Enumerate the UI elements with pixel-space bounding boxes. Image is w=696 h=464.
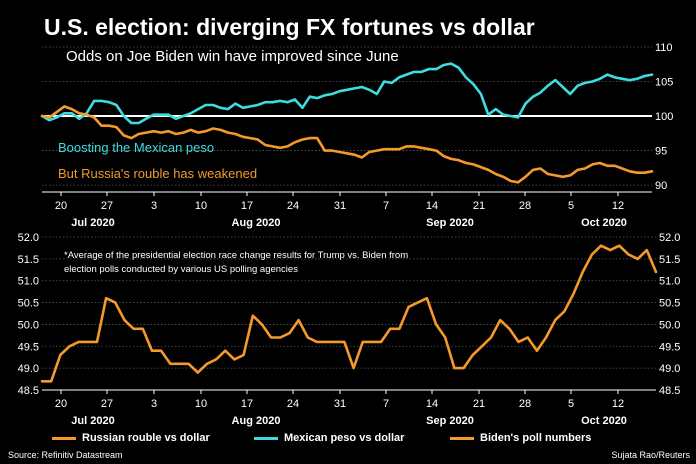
p1-y-tick-right: 90 bbox=[655, 180, 667, 192]
poll-footnote: *Average of the presidential election ra… bbox=[64, 250, 409, 275]
p2-y-tick-left: 51.0 bbox=[18, 276, 39, 288]
p1-x-tick-label: 3 bbox=[151, 200, 157, 212]
p2-y-tick-right: 51.0 bbox=[659, 276, 680, 288]
p2-x-tick-label: 3 bbox=[151, 398, 157, 410]
p2-x-month-label: Sep 2020 bbox=[426, 415, 474, 427]
p2-y-tick-right: 49.5 bbox=[659, 341, 680, 353]
legend-label-poll: Biden's poll numbers bbox=[480, 432, 592, 444]
p2-x-month-label: Jul 2020 bbox=[71, 415, 114, 427]
p2-y-tick-left: 50.5 bbox=[18, 298, 39, 310]
p2-y-tick-left: 52.0 bbox=[18, 232, 39, 244]
p2-y-tick-left: 49.0 bbox=[18, 363, 39, 375]
p1-y-tick-right: 95 bbox=[655, 146, 667, 158]
p2-y-tick-left: 51.5 bbox=[18, 254, 39, 266]
p1-x-tick-label: 31 bbox=[334, 200, 346, 212]
p2-x-tick-label: 14 bbox=[426, 398, 438, 410]
p2-y-tick-right: 49.0 bbox=[659, 363, 680, 375]
bottom-panel-axes: 48.5 48.5 49.0 49.0 49.5 49.5 50.0 50.0 50.5 50.5… bbox=[18, 232, 681, 427]
p1-x-month-label: Aug 2020 bbox=[232, 217, 281, 229]
p1-x-tick-label: 10 bbox=[195, 200, 207, 212]
top-panel-subtitle: Odds on Joe Biden win have improved sinc… bbox=[66, 48, 399, 65]
p2-x-tick-label: 17 bbox=[241, 398, 253, 410]
p1-x-tick-label: 12 bbox=[612, 200, 624, 212]
top-panel-series bbox=[40, 62, 654, 184]
p2-y-tick-right: 50.0 bbox=[659, 319, 680, 331]
peso-annotation: Boosting the Mexican peso bbox=[58, 140, 215, 155]
p1-x-tick-label: 21 bbox=[473, 200, 485, 212]
p1-y-tick-right: 110 bbox=[655, 42, 673, 54]
p2-x-month-label: Oct 2020 bbox=[581, 415, 627, 427]
p1-x-month-label: Jul 2020 bbox=[71, 217, 114, 229]
p2-x-tick-label: 7 bbox=[383, 398, 389, 410]
legend-label-peso: Mexican peso vs dollar bbox=[284, 432, 405, 444]
p2-x-tick-label: 5 bbox=[568, 398, 574, 410]
p2-x-month-label: Aug 2020 bbox=[232, 415, 281, 427]
legend-label-rouble: Russian rouble vs dollar bbox=[82, 432, 210, 444]
top-panel-gridlines bbox=[42, 46, 652, 186]
p1-x-tick-label: 5 bbox=[568, 200, 574, 212]
legend-swatch-rouble bbox=[52, 436, 76, 440]
p2-y-tick-right: 52.0 bbox=[659, 232, 680, 244]
p2-y-tick-left: 50.0 bbox=[18, 319, 39, 331]
p1-y-tick-right: 105 bbox=[655, 77, 673, 89]
chart-title: U.S. election: diverging FX fortunes vs … bbox=[44, 14, 535, 40]
p2-series-line-1 bbox=[40, 244, 658, 383]
p2-x-tick-label: 10 bbox=[195, 398, 207, 410]
bottom-panel-series bbox=[40, 244, 658, 383]
p1-x-tick-label: 28 bbox=[519, 200, 531, 212]
p1-x-tick-label: 24 bbox=[287, 200, 299, 212]
p2-x-tick-label: 31 bbox=[334, 398, 346, 410]
p1-x-tick-label: 17 bbox=[241, 200, 253, 212]
p1-x-month-label: Sep 2020 bbox=[426, 217, 474, 229]
legend-swatch-poll bbox=[450, 436, 474, 440]
p2-y-tick-right: 51.5 bbox=[659, 254, 680, 266]
legend-swatch-peso bbox=[254, 436, 278, 440]
p1-x-tick-label: 7 bbox=[383, 200, 389, 212]
credit-note: Sujata Rao/Reuters bbox=[611, 450, 690, 460]
p1-x-tick-label: 20 bbox=[55, 200, 67, 212]
p2-y-tick-left: 48.5 bbox=[18, 385, 39, 397]
p1-series-line-2 bbox=[40, 105, 654, 184]
p1-y-tick-right: 100 bbox=[655, 111, 673, 123]
rouble-annotation: But Russia's rouble has weakened bbox=[58, 166, 258, 181]
p2-x-tick-label: 12 bbox=[612, 398, 624, 410]
top-panel-axes: 90 95 100 105 110 20 27 3 10 17 24 31 7 14 21 28 5 12 Jul … bbox=[42, 42, 673, 229]
source-note: Source: Refinitiv Datastream bbox=[8, 450, 123, 460]
p2-y-tick-right: 50.5 bbox=[659, 298, 680, 310]
p2-x-tick-label: 28 bbox=[519, 398, 531, 410]
p1-x-tick-label: 14 bbox=[426, 200, 438, 212]
p2-x-tick-label: 27 bbox=[101, 398, 113, 410]
p1-x-month-label: Oct 2020 bbox=[581, 217, 627, 229]
p2-x-tick-label: 24 bbox=[287, 398, 299, 410]
legend-item-peso: Mexican peso vs dollar bbox=[254, 432, 404, 444]
p1-series-line-1 bbox=[40, 62, 654, 125]
p2-x-tick-label: 21 bbox=[473, 398, 485, 410]
legend-item-poll: Biden's poll numbers bbox=[450, 432, 591, 444]
p2-x-tick-label: 20 bbox=[55, 398, 67, 410]
legend-item-rouble: Russian rouble vs dollar bbox=[52, 432, 210, 444]
p1-x-tick-label: 27 bbox=[101, 200, 113, 212]
p2-y-tick-left: 49.5 bbox=[18, 341, 39, 353]
p2-y-tick-right: 48.5 bbox=[659, 385, 680, 397]
